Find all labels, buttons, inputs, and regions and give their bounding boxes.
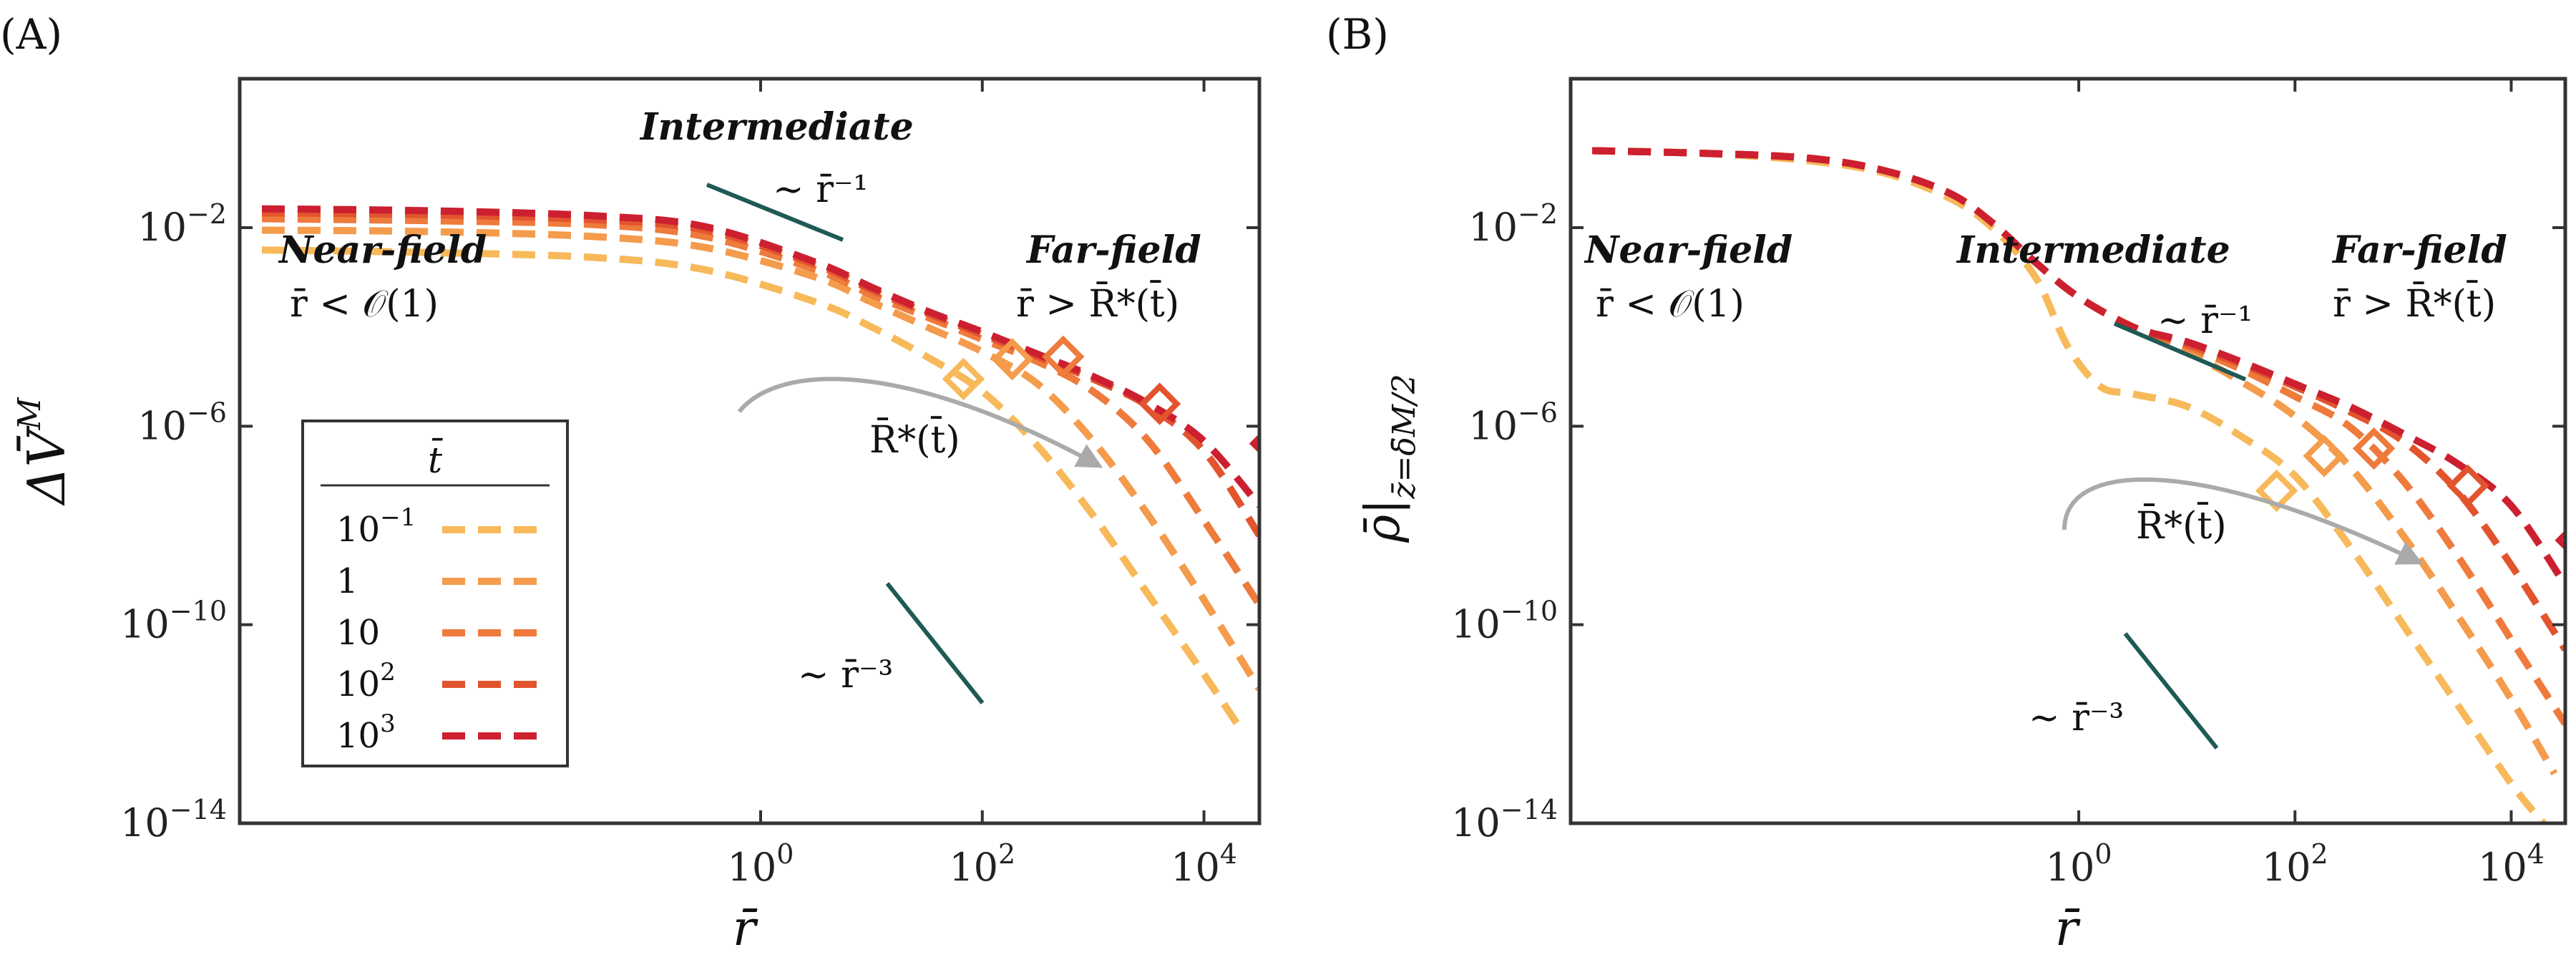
panel-a-intermediate-label: Intermediate (639, 105, 914, 149)
panel-b-slope-line-r-1 (2113, 321, 2247, 382)
panel-a-marker-2 (1042, 335, 1085, 378)
panel-a-y-axis-title: ΔV̄M (11, 397, 77, 507)
panel-b-marker-2 (2352, 427, 2396, 470)
legend-label-0: 10−1 (336, 503, 416, 550)
panel-b-y-tick-label-2: 10−10 (1451, 596, 1558, 647)
panel-b-y-tick-label-0: 10−2 (1468, 198, 1558, 250)
panel-b-slope-label-r-3: ∼ r̄⁻³ (2029, 697, 2124, 740)
legend-label-2: 10 (336, 613, 380, 653)
panel-a-slope-label-r-1: ∼ r̄⁻¹ (773, 168, 868, 211)
panel-b-y-tick-label-1: 10−6 (1468, 397, 1558, 448)
panel-b-label: (B) (1326, 10, 1389, 59)
panel-a-marker-1 (990, 338, 1034, 381)
panel-a-series-line-0 (261, 246, 1241, 727)
panel-b-x-tick-label-2: 104 (2478, 838, 2545, 890)
panel-b-x-axis-title: r̄ (2055, 901, 2081, 957)
legend-label-1: 1 (336, 561, 358, 601)
panel-a-series-line-1 (261, 226, 1259, 692)
panel-a-y-tick-label-0: 10−2 (137, 198, 227, 250)
panel-a-marker-3 (1138, 382, 1181, 425)
panel-a-series-line-2 (261, 215, 1259, 607)
svg-text:ΔV̄M: ΔV̄M (11, 397, 77, 507)
panel-a-y-tick-label-2: 10−10 (120, 596, 227, 647)
panel-b-frame (1568, 77, 2567, 825)
panel-b-far-field-label: Far-field (2331, 228, 2507, 272)
panel-b-y-tick-label-3: 10−14 (1451, 794, 1558, 845)
panel-b-near-field-condition: r̄ < 𝒪(1) (1596, 283, 1745, 326)
panel-a-frame (238, 77, 1262, 825)
panel-a-x-tick-label-0: 100 (728, 838, 794, 890)
panel-a-rstar-label: R̄*(t̄) (869, 417, 960, 462)
panel-b-series-line-3 (1592, 147, 2565, 652)
panel-a-x-axis-title: r̄ (733, 901, 758, 957)
panel-b-rstar-label: R̄*(t̄) (2136, 503, 2227, 548)
panel-b-slope-line-r-3 (2123, 632, 2219, 750)
panel-b-slope-label-r-1: ∼ r̄⁻¹ (2157, 299, 2253, 342)
panel-a-near-field-condition: r̄ < 𝒪(1) (290, 283, 439, 326)
panel-b-marker-4 (2555, 530, 2565, 551)
panel-a-near-field-label: Near-field (278, 228, 487, 272)
panel-b-far-field-condition: r̄ > R̄*(t̄) (2333, 281, 2496, 326)
panel-b-near-field-label: Near-field (1584, 228, 1792, 272)
panel-b-x-tick-label-0: 100 (2046, 838, 2112, 890)
svg-text:ρ̄|z̄=δ̄M/2: ρ̄|z̄=δ̄M/2 (1355, 374, 1423, 543)
panel-b-y-axis-title: ρ̄|z̄=δ̄M/2 (1355, 374, 1423, 543)
panel-a-far-field-label: Far-field (1025, 228, 1201, 272)
legend-title: t̄ (428, 437, 443, 481)
panel-a-slope-line-r-3 (885, 582, 985, 704)
panel-b-x-tick-label-1: 102 (2262, 838, 2328, 890)
panel-b-intermediate-label: Intermediate (1956, 228, 2230, 272)
legend-frame (301, 420, 569, 767)
panel-a-far-field-condition: r̄ > R̄*(t̄) (1016, 281, 1179, 326)
panel-a-y-tick-label-3: 10−14 (120, 794, 227, 845)
panel-a-marker-0 (942, 357, 985, 401)
panel-b-marker-1 (2303, 435, 2346, 477)
panel-a: (A) 100 102 104 10−2 10−6 10−10 10−14 ΔV̄M r̄ … (0, 10, 1262, 957)
panel-a-series-line-4 (261, 205, 1259, 508)
panel-b-rstar-arrow (2062, 477, 2424, 565)
panel-a-label: (A) (0, 10, 62, 59)
panel-b: (B) 100 102 104 10−2 10−6 10−10 10−14 ρ̄|z̄=δ̄… (1326, 10, 2567, 957)
legend-label-4: 103 (336, 709, 396, 756)
panel-a-y-tick-label-1: 10−6 (137, 397, 227, 448)
legend-label-3: 102 (336, 658, 396, 704)
panel-a-rstar-arrow (737, 377, 1103, 468)
panel-b-marker-0 (2255, 469, 2298, 513)
panel-b-marker-3 (2446, 464, 2489, 508)
panel-a-series-line-3 (261, 209, 1259, 538)
panel-a-slope-label-r-3: ∼ r̄⁻³ (798, 654, 893, 697)
panel-a-legend: t̄ 10−1 1 10 102 103 (301, 420, 569, 767)
panel-b-series-line-4 (1592, 147, 2565, 588)
panel-a-x-tick-label-1: 102 (949, 838, 1015, 890)
panel-a-x-tick-label-2: 104 (1171, 838, 1237, 890)
panel-a-slope-line-r-1 (706, 183, 844, 242)
